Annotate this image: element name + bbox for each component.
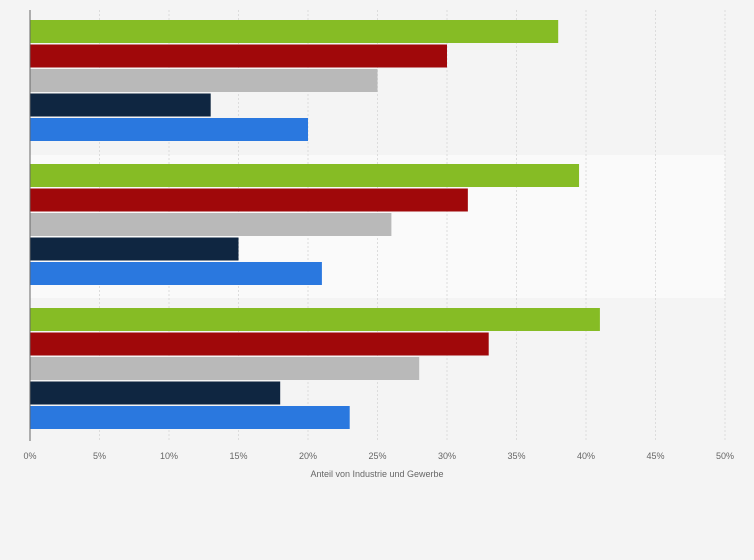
- x-tick-label: 35%: [507, 451, 525, 461]
- bar-group-2-series-4[interactable]: [30, 237, 239, 261]
- x-tick-label: 10%: [160, 451, 178, 461]
- bar-group-3-series-4[interactable]: [30, 381, 281, 405]
- bar-group-1-series-4[interactable]: [30, 93, 211, 117]
- x-axis-label: Anteil von Industrie und Gewerbe: [310, 469, 443, 479]
- x-tick-label: 40%: [577, 451, 595, 461]
- x-tick-label: 5%: [93, 451, 106, 461]
- x-tick-label: 25%: [368, 451, 386, 461]
- bar-group-3-series-5[interactable]: [30, 406, 350, 429]
- x-tick-label: 50%: [716, 451, 734, 461]
- x-tick-label: 0%: [23, 451, 36, 461]
- bar-group-3-series-1[interactable]: [30, 308, 600, 331]
- x-tick-label: 15%: [229, 451, 247, 461]
- bar-group-1-series-3[interactable]: [30, 69, 378, 92]
- x-tick-label: 45%: [646, 451, 664, 461]
- x-tick-label: 20%: [299, 451, 317, 461]
- bar-group-2-series-3[interactable]: [30, 213, 392, 236]
- bar-group-1-series-1[interactable]: [30, 20, 559, 43]
- bar-group-2-series-2[interactable]: [30, 188, 468, 212]
- bar-group-1-series-2[interactable]: [30, 44, 447, 68]
- bar-group-2-series-1[interactable]: [30, 164, 580, 187]
- bar-group-1-series-5[interactable]: [30, 118, 308, 141]
- x-axis-ticks: 0% 5% 10% 15% 20% 25% 30% 35% 40% 45% 50%: [23, 451, 734, 461]
- bar-group-3-series-3[interactable]: [30, 357, 420, 380]
- bar-group-3-series-2[interactable]: [30, 332, 489, 356]
- x-tick-label: 30%: [438, 451, 456, 461]
- bar-group-2-series-5[interactable]: [30, 262, 322, 285]
- bars: [30, 20, 600, 429]
